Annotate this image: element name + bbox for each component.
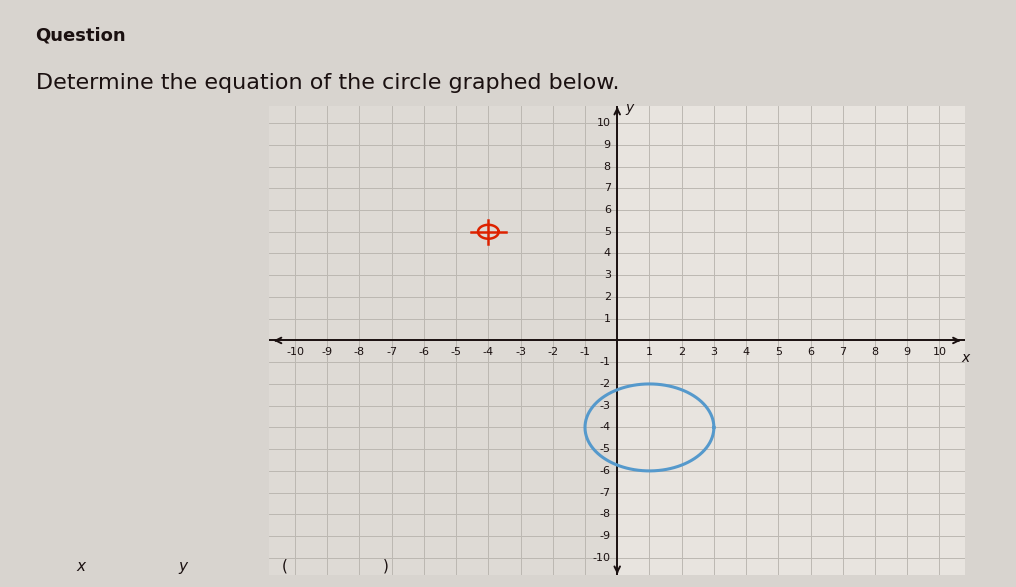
Text: Determine the equation of the circle graphed below.: Determine the equation of the circle gra… xyxy=(36,73,619,93)
Text: x: x xyxy=(961,352,969,365)
Text: 9: 9 xyxy=(604,140,611,150)
Text: -5: -5 xyxy=(599,444,611,454)
Text: -3: -3 xyxy=(599,401,611,411)
Text: -10: -10 xyxy=(287,347,304,357)
Text: -8: -8 xyxy=(599,510,611,519)
Text: 5: 5 xyxy=(604,227,611,237)
Text: -1: -1 xyxy=(579,347,590,357)
Text: -6: -6 xyxy=(599,466,611,476)
Text: x: x xyxy=(77,559,85,574)
Text: 8: 8 xyxy=(872,347,879,357)
Text: y: y xyxy=(179,559,187,574)
Text: Question: Question xyxy=(36,26,126,45)
Text: 10: 10 xyxy=(596,118,611,128)
Text: -7: -7 xyxy=(599,488,611,498)
Text: -9: -9 xyxy=(599,531,611,541)
Text: -5: -5 xyxy=(451,347,461,357)
Text: -2: -2 xyxy=(548,347,559,357)
Text: -6: -6 xyxy=(419,347,430,357)
Text: (: ( xyxy=(281,559,288,574)
Text: y: y xyxy=(625,101,634,115)
Text: 9: 9 xyxy=(903,347,910,357)
Text: 7: 7 xyxy=(839,347,846,357)
Text: -1: -1 xyxy=(599,357,611,367)
Text: -4: -4 xyxy=(599,423,611,433)
Text: 6: 6 xyxy=(604,205,611,215)
Text: 5: 5 xyxy=(775,347,782,357)
Text: 1: 1 xyxy=(604,313,611,323)
Text: -2: -2 xyxy=(599,379,611,389)
Text: 3: 3 xyxy=(604,270,611,280)
Bar xyxy=(269,106,618,575)
Text: 8: 8 xyxy=(604,161,611,171)
Text: -9: -9 xyxy=(322,347,333,357)
Text: -10: -10 xyxy=(592,553,611,563)
Text: -4: -4 xyxy=(483,347,494,357)
Text: 3: 3 xyxy=(710,347,717,357)
Text: 4: 4 xyxy=(604,248,611,258)
Text: -7: -7 xyxy=(386,347,397,357)
Text: -8: -8 xyxy=(354,347,365,357)
Text: ): ) xyxy=(383,559,389,574)
Text: 2: 2 xyxy=(604,292,611,302)
Text: 10: 10 xyxy=(933,347,947,357)
Text: 2: 2 xyxy=(678,347,685,357)
Text: 6: 6 xyxy=(807,347,814,357)
Text: 4: 4 xyxy=(743,347,750,357)
Text: -3: -3 xyxy=(515,347,526,357)
Text: 7: 7 xyxy=(604,183,611,193)
Text: 1: 1 xyxy=(646,347,653,357)
